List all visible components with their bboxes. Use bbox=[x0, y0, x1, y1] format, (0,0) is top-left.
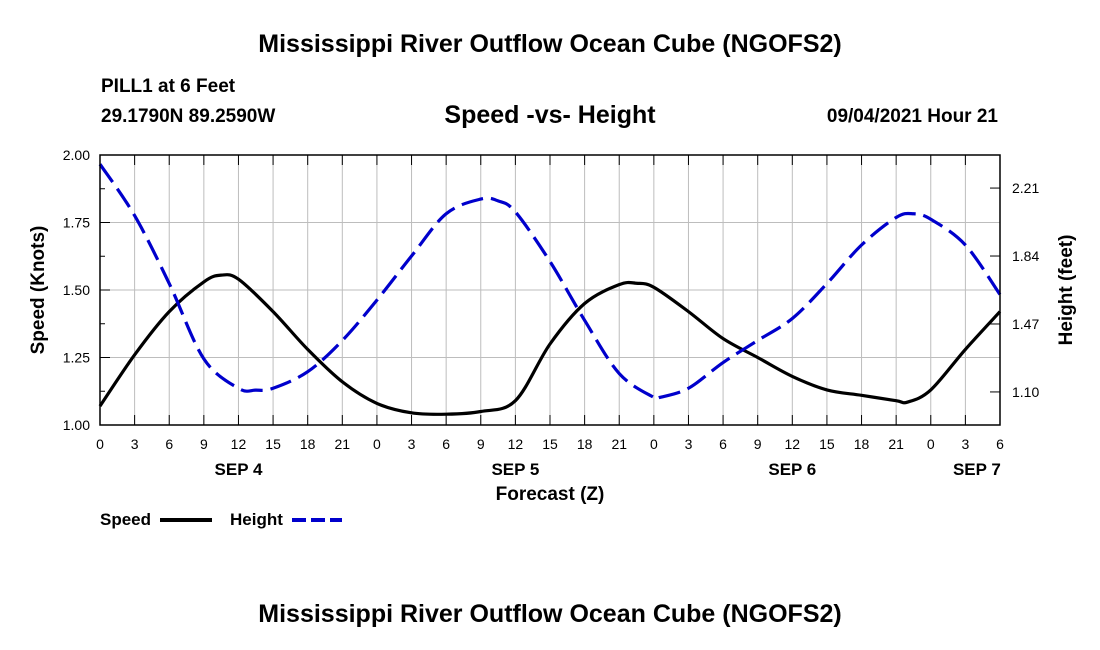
x-tick-label: 6 bbox=[442, 436, 450, 452]
x-tick-label: 0 bbox=[373, 436, 381, 452]
x-tick-label: 3 bbox=[961, 436, 969, 452]
x-tick-label: 6 bbox=[719, 436, 727, 452]
x-date-label: SEP 4 bbox=[215, 460, 263, 479]
legend: Speed Height bbox=[100, 510, 342, 529]
legend-label-height: Height bbox=[230, 510, 283, 529]
y-tick-label: 1.00 bbox=[63, 417, 90, 433]
x-tick-label: 3 bbox=[685, 436, 693, 452]
x-tick-label: 3 bbox=[131, 436, 139, 452]
x-tick-label: 9 bbox=[754, 436, 762, 452]
x-tick-label: 6 bbox=[996, 436, 1004, 452]
x-tick-label: 15 bbox=[542, 436, 558, 452]
y2-axis-title: Height (feet) bbox=[1056, 235, 1077, 346]
y-tick-label: 1.75 bbox=[63, 215, 90, 231]
x-tick-label: 12 bbox=[508, 436, 524, 452]
datetime-label: 09/04/2021 Hour 21 bbox=[826, 106, 998, 127]
chart-title: Mississippi River Outflow Ocean Cube (NG… bbox=[258, 30, 842, 58]
x-tick-label: 0 bbox=[96, 436, 104, 452]
x-tick-label: 21 bbox=[888, 436, 904, 452]
x-tick-label: 12 bbox=[785, 436, 801, 452]
coordinates-label: 29.1790N 89.2590W bbox=[101, 106, 276, 127]
footer-title: Mississippi River Outflow Ocean Cube (NG… bbox=[258, 600, 842, 628]
x-tick-label: 12 bbox=[231, 436, 247, 452]
x-date-label: SEP 7 bbox=[953, 460, 1001, 479]
x-axis-title: Forecast (Z) bbox=[496, 484, 605, 505]
y2-tick-label: 1.84 bbox=[1012, 248, 1039, 264]
y-tick-label: 1.25 bbox=[63, 350, 90, 366]
x-tick-label: 3 bbox=[408, 436, 416, 452]
x-tick-label: 9 bbox=[200, 436, 208, 452]
y2-tick-label: 1.10 bbox=[1012, 384, 1039, 400]
y-axis-title: Speed (Knots) bbox=[28, 226, 49, 355]
y2-tick-label: 1.47 bbox=[1012, 316, 1039, 332]
x-date-label: SEP 6 bbox=[768, 460, 816, 479]
chart-subtitle: Speed -vs- Height bbox=[444, 101, 656, 129]
grid-layer bbox=[100, 155, 1000, 425]
x-tick-label: 18 bbox=[300, 436, 316, 452]
x-tick-label: 18 bbox=[577, 436, 593, 452]
legend-label-speed: Speed bbox=[100, 510, 151, 529]
x-tick-label: 15 bbox=[819, 436, 835, 452]
x-tick-label: 6 bbox=[165, 436, 173, 452]
x-tick-label: 0 bbox=[927, 436, 935, 452]
x-tick-label: 9 bbox=[477, 436, 485, 452]
x-date-label: SEP 5 bbox=[491, 460, 539, 479]
y-tick-label: 1.50 bbox=[63, 282, 90, 298]
series-line-speed bbox=[98, 273, 1002, 416]
y-tick-label: 2.00 bbox=[63, 147, 90, 163]
series-layer bbox=[98, 163, 1002, 416]
y2-tick-label: 2.21 bbox=[1012, 180, 1039, 196]
x-tick-label: 15 bbox=[265, 436, 281, 452]
x-tick-label: 21 bbox=[335, 436, 351, 452]
series-line-height bbox=[98, 163, 1002, 402]
axis-layer: 0 3 6 9 12 15 18 21 0 3 6 9 12 15 18 21 0 3 6 9 12 15 18 21 0 3 6 S… bbox=[63, 147, 1040, 479]
station-label: PILL1 at 6 Feet bbox=[101, 76, 236, 97]
x-tick-label: 21 bbox=[611, 436, 627, 452]
x-tick-label: 0 bbox=[650, 436, 658, 452]
x-tick-label: 18 bbox=[854, 436, 870, 452]
